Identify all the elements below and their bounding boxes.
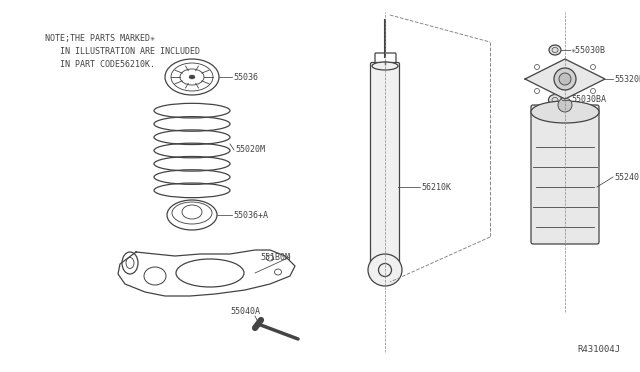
Text: IN ILLUSTRATION ARE INCLUDED: IN ILLUSTRATION ARE INCLUDED: [45, 47, 200, 56]
Ellipse shape: [548, 94, 561, 106]
Text: IN PART CODE56210K.: IN PART CODE56210K.: [45, 60, 155, 69]
Text: 55036: 55036: [233, 73, 258, 81]
Ellipse shape: [372, 62, 398, 70]
Text: 55036+A: 55036+A: [233, 211, 268, 219]
Ellipse shape: [554, 68, 576, 90]
Polygon shape: [525, 59, 605, 99]
Ellipse shape: [368, 254, 402, 286]
Text: NOTE;THE PARTS MARKED✳: NOTE;THE PARTS MARKED✳: [45, 34, 155, 43]
Text: 55240: 55240: [614, 173, 639, 182]
Text: ✳55030B: ✳55030B: [571, 45, 606, 55]
Ellipse shape: [558, 98, 572, 112]
Ellipse shape: [549, 45, 561, 55]
Text: 56210K: 56210K: [421, 183, 451, 192]
FancyBboxPatch shape: [371, 62, 399, 263]
Text: 551B0M: 551B0M: [260, 253, 290, 262]
Text: 55020M: 55020M: [235, 145, 265, 154]
Text: 55030BA: 55030BA: [571, 96, 606, 105]
Text: R431004J: R431004J: [577, 345, 620, 354]
Text: 55320N: 55320N: [614, 74, 640, 83]
Ellipse shape: [531, 101, 599, 123]
FancyBboxPatch shape: [531, 105, 599, 244]
Ellipse shape: [559, 73, 571, 85]
Ellipse shape: [189, 75, 195, 79]
Text: 55040A: 55040A: [230, 308, 260, 317]
